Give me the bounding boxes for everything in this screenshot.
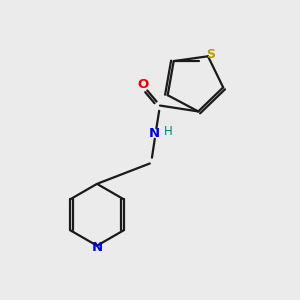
Text: N: N: [148, 127, 160, 140]
Text: S: S: [206, 48, 215, 61]
Text: H: H: [164, 125, 172, 138]
Text: O: O: [138, 78, 149, 92]
Text: N: N: [92, 241, 103, 254]
